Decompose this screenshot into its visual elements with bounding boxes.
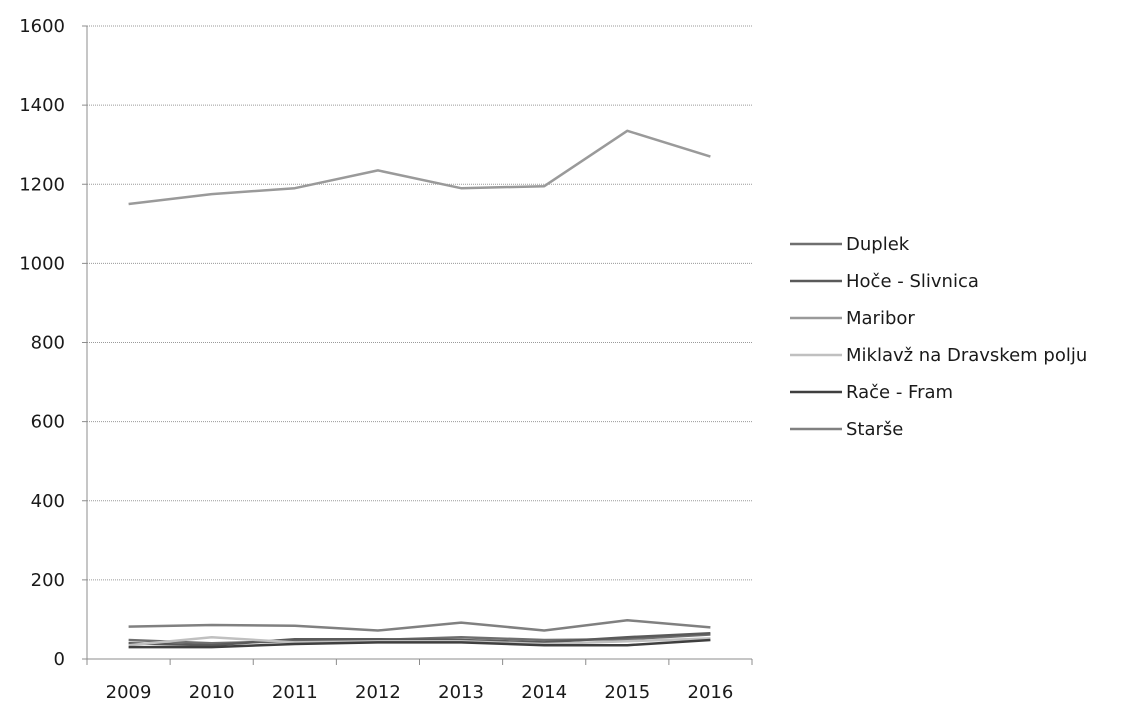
legend-label: Duplek [846, 234, 910, 255]
y-tick-label: 1600 [19, 16, 65, 37]
legend-item: Rače - Fram [790, 382, 953, 403]
legend-label: Rače - Fram [846, 382, 953, 403]
y-tick-label: 800 [31, 333, 65, 354]
y-tick-label: 0 [54, 649, 65, 670]
legend-item: Maribor [790, 308, 915, 329]
y-tick-label: 1000 [19, 253, 65, 274]
y-tick-label: 600 [31, 412, 65, 433]
x-tick-label: 2016 [688, 682, 734, 702]
legend-item: Miklavž na Dravskem polju [790, 345, 1087, 366]
y-tick-label: 400 [31, 491, 65, 512]
gridlines [87, 25, 752, 581]
x-tick-label: 2013 [438, 682, 484, 702]
x-tick-labels: 2009 2010 2011 2012 2013 2014 2015 2016 [106, 682, 734, 702]
legend-item: Starše [790, 419, 903, 440]
axes [82, 25, 753, 665]
legend-label: Maribor [846, 308, 915, 329]
series-line-4 [128, 638, 711, 649]
y-tick-label: 200 [31, 570, 65, 591]
legend-item: Hoče - Slivnica [790, 271, 979, 292]
y-tick-labels: 0 200 400 600 800 1000 1200 1400 1600 [19, 16, 65, 670]
x-tick-label: 2011 [272, 682, 318, 702]
x-tick-label: 2015 [604, 682, 650, 702]
legend-item: Duplek [790, 234, 910, 255]
x-tick-label: 2010 [189, 682, 235, 702]
legend-label: Hoče - Slivnica [846, 271, 979, 292]
series-lines [128, 129, 711, 649]
y-tick-label: 1400 [19, 95, 65, 116]
series-line-2 [128, 129, 711, 206]
legend-label: Starše [846, 419, 903, 440]
x-tick-label: 2012 [355, 682, 401, 702]
series-line-1 [128, 632, 711, 647]
x-tick-label: 2009 [106, 682, 152, 702]
y-tick-label: 1200 [19, 174, 65, 195]
series-line-5 [128, 618, 711, 632]
x-tick-label: 2014 [521, 682, 567, 702]
legend-label: Miklavž na Dravskem polju [846, 345, 1087, 366]
legend: Duplek Hoče - Slivnica Maribor Miklavž na D… [790, 234, 1087, 440]
